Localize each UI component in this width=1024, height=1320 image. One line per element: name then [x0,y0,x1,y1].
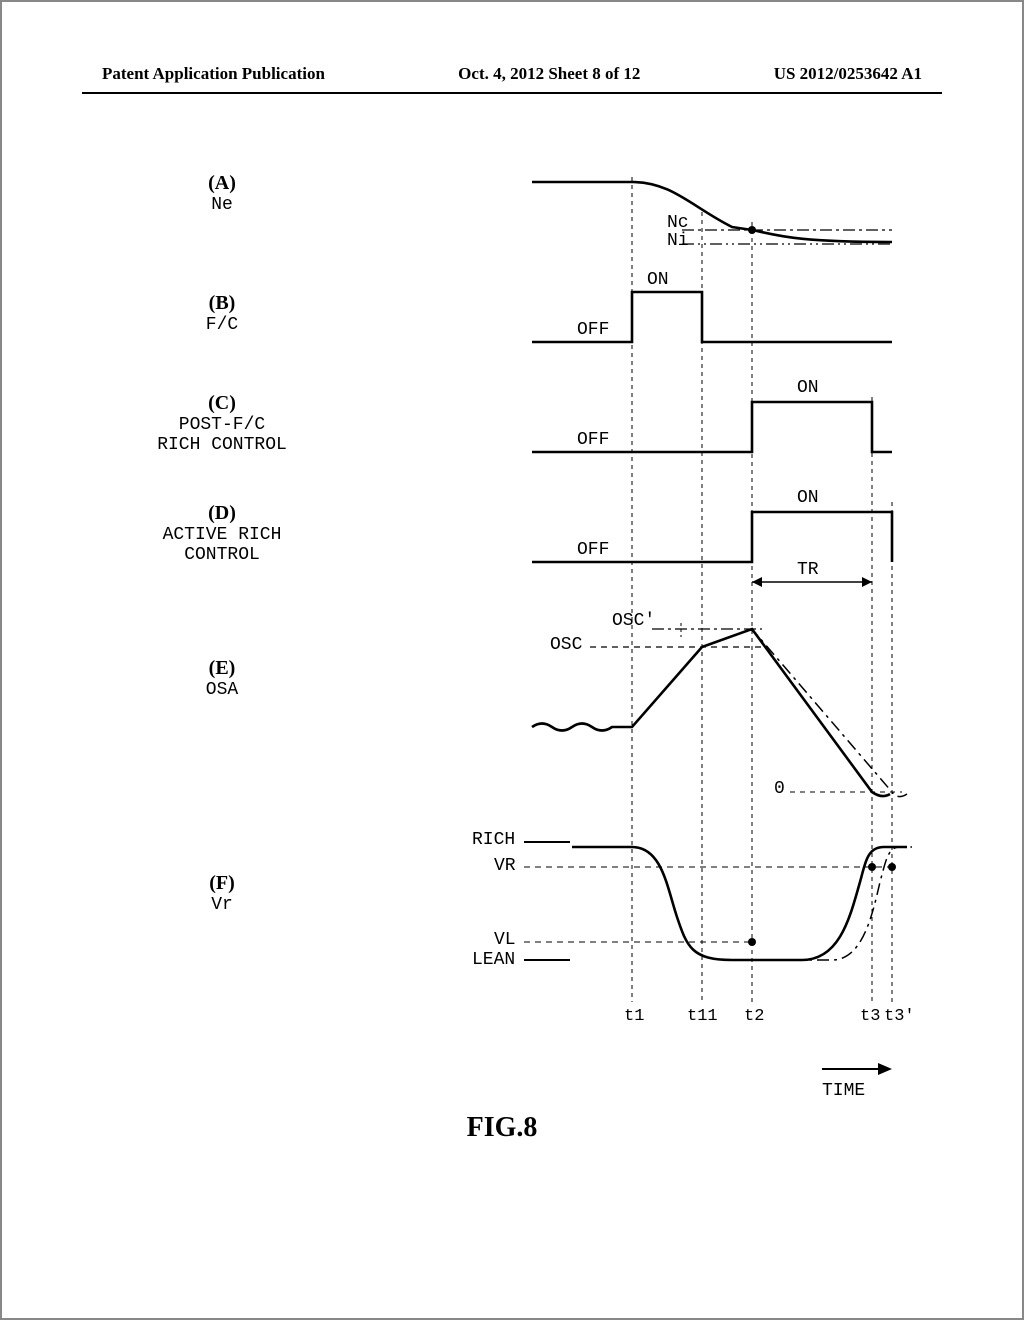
nc-label: Nc [667,213,689,233]
header-center: Oct. 4, 2012 Sheet 8 of 12 [458,64,640,84]
t11-label: t11 [687,1007,718,1026]
panel-d: (D) ACTIVE RICH CONTROL ON OFF TR [122,502,882,592]
label-text: (E) [209,657,236,679]
panel-b-tag: (B) F/C [152,292,292,335]
arrow-icon [822,1062,892,1076]
panel-a: (A) Ne Nc Ni [122,172,882,267]
ni-label: Ni [667,231,689,251]
figure-caption: FIG.8 [122,1112,882,1142]
t2-label: t2 [744,1007,764,1026]
panel-f-tag: (F) Vr [152,872,292,915]
vl-label: VL [494,930,516,950]
osc-label: OSC [550,635,582,655]
label-text: (A) [208,172,236,194]
on-label: ON [647,270,669,290]
t3p-label: t3' [884,1007,915,1026]
rich-label: RICH [472,830,515,850]
panel-c: (C) POST-F/C RICH CONTROL ON OFF [122,392,882,472]
label-text: Vr [152,895,292,915]
label-text: OSA [152,680,292,700]
panel-c-tag: (C) POST-F/C RICH CONTROL [152,392,292,455]
panel-f-plot [332,832,912,992]
figure-8: (A) Ne Nc Ni (B) F/C [122,172,882,1172]
label-text: Ne [152,195,292,215]
oscp-tick [676,623,686,637]
label-text: F/C [152,315,292,335]
off-label: OFF [577,320,609,340]
vr-label: VR [494,856,516,876]
tr-label: TR [797,560,819,580]
zero-label: 0 [774,779,785,799]
label-text: (D) [208,502,236,524]
label-text: RICH CONTROL [152,435,292,455]
on-label: ON [797,378,819,398]
label-text: (B) [209,292,236,314]
off-label: OFF [577,430,609,450]
panel-b: (B) F/C ON OFF [122,282,882,362]
header-row: Patent Application Publication Oct. 4, 2… [2,64,1022,84]
label-text: (C) [208,392,236,414]
oscp-label: OSC' [612,611,655,631]
label-text: CONTROL [152,545,292,565]
label-text: (F) [209,872,235,894]
panel-b-plot [332,282,892,362]
panel-f: (F) Vr RICH VR [122,832,882,992]
panel-d-tag: (D) ACTIVE RICH CONTROL [152,502,292,565]
t1-label: t1 [624,1007,644,1026]
panel-a-tag: (A) Ne [152,172,292,215]
header-left: Patent Application Publication [102,64,325,84]
off-label: OFF [577,540,609,560]
page-frame: Patent Application Publication Oct. 4, 2… [0,0,1024,1320]
panel-a-plot [332,172,892,267]
panel-e-tag: (E) OSA [152,657,292,700]
panel-c-plot [332,392,892,472]
label-text: POST-F/C [152,415,292,435]
panel-e: (E) OSA OSC OSC' 0 [122,597,882,817]
t3-label: t3 [860,1007,880,1026]
label-text: ACTIVE RICH [152,525,292,545]
on-label: ON [797,488,819,508]
header-right: US 2012/0253642 A1 [774,64,922,84]
header-rule [82,92,942,94]
lean-label: LEAN [472,950,515,970]
